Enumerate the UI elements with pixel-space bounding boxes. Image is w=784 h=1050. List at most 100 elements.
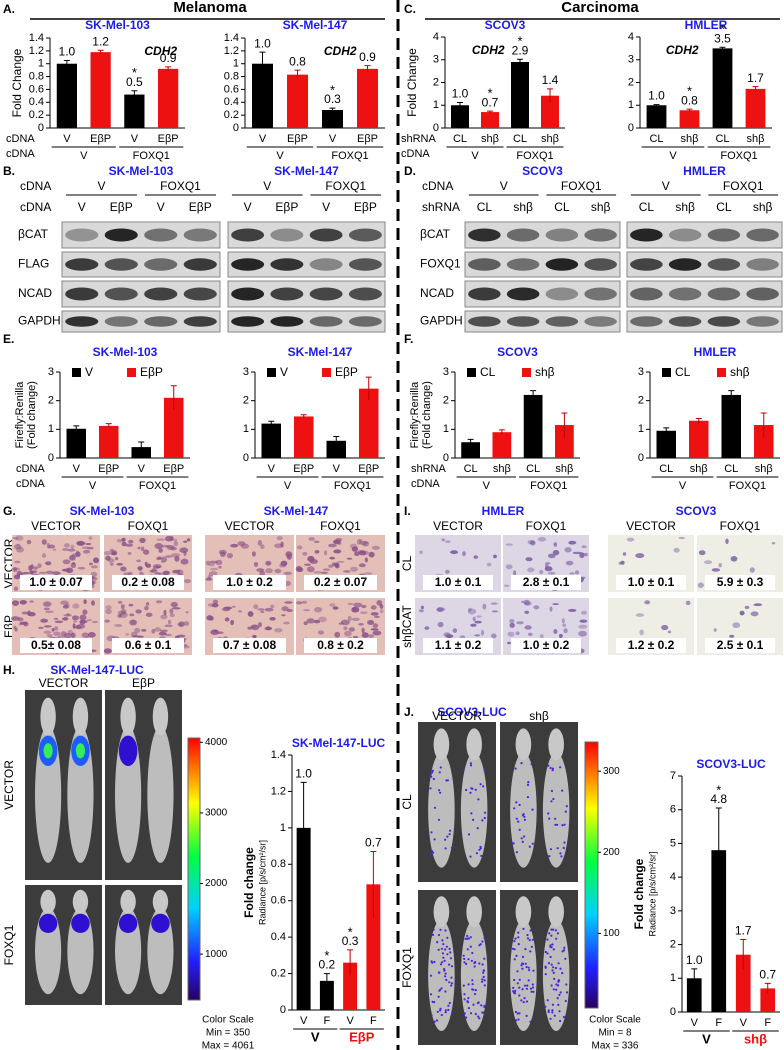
cell	[260, 610, 265, 614]
x-tick-label: CL	[464, 463, 478, 475]
value-label: 1.7	[735, 924, 752, 938]
value-label: 0.9	[359, 50, 376, 64]
column-label: VECTOR	[433, 519, 483, 533]
cell	[158, 631, 167, 636]
y-axis-label: Fold Change	[10, 48, 24, 117]
cell	[618, 561, 622, 565]
signal	[522, 927, 525, 931]
cell	[116, 563, 123, 566]
bar	[686, 978, 702, 1012]
mouse-head	[466, 728, 482, 761]
error-bar	[686, 108, 693, 112]
bar	[322, 110, 343, 128]
y-tick-label: 0.6	[271, 895, 286, 907]
y-tick-label: 0.4	[224, 96, 239, 108]
cell	[281, 614, 286, 617]
cell	[88, 536, 93, 540]
signal	[551, 1003, 555, 1006]
cell	[306, 566, 315, 573]
mouse-head	[466, 896, 482, 928]
y-tick-label: 0.8	[29, 70, 44, 82]
signal	[444, 975, 447, 978]
cell	[153, 572, 161, 575]
group-label: V	[263, 179, 271, 193]
cell	[238, 610, 243, 613]
signal	[465, 1016, 468, 1019]
cell	[336, 560, 345, 563]
cell	[76, 541, 86, 546]
signal	[522, 962, 525, 966]
cell	[704, 560, 713, 565]
group-label: V	[500, 179, 508, 193]
signal	[550, 800, 553, 803]
cell	[562, 623, 567, 628]
x-tick-label: F	[764, 1017, 771, 1029]
error-bar	[63, 60, 70, 67]
cell	[284, 601, 293, 604]
value-label: 1.4	[542, 73, 559, 87]
blot-band	[65, 258, 99, 271]
cell	[725, 538, 729, 545]
cell	[343, 570, 351, 573]
signal	[552, 966, 555, 969]
quant-box	[423, 638, 493, 653]
cell	[370, 612, 379, 616]
bar	[252, 63, 273, 128]
cell	[524, 625, 532, 630]
group-label: V	[669, 150, 677, 162]
cell	[43, 607, 50, 611]
column-label: VECTOR	[626, 519, 676, 533]
row-label: cDNA	[6, 148, 35, 160]
cell	[10, 616, 20, 621]
legend-label: CL	[480, 365, 496, 379]
x-tick-label: EβP	[357, 133, 378, 145]
cell	[286, 608, 293, 613]
signal	[469, 855, 472, 858]
cell	[376, 600, 383, 606]
cell	[91, 600, 95, 606]
bar	[461, 442, 480, 458]
quant-box	[213, 638, 286, 653]
signal	[472, 988, 475, 991]
value-label: 0.2	[319, 958, 336, 972]
row-label: cDNA	[20, 200, 51, 214]
cell	[361, 632, 369, 638]
chart-title: HMLER	[685, 18, 728, 32]
cell	[72, 603, 80, 609]
panel-title: SK-Mel-147	[264, 504, 329, 518]
cell	[247, 611, 254, 617]
cell	[144, 561, 148, 567]
signal	[515, 1019, 518, 1022]
cell	[476, 615, 482, 618]
signal	[561, 972, 564, 975]
legend-label: V	[85, 365, 93, 379]
y-tick-label: 0.6	[29, 83, 44, 95]
signal	[531, 842, 534, 845]
error-bar	[268, 420, 275, 426]
error-bar	[73, 425, 80, 432]
error-bar	[370, 851, 377, 918]
signal	[463, 1012, 466, 1015]
cell	[258, 622, 262, 628]
row-label: cDNA	[16, 463, 45, 475]
scale-text: Color Scale	[589, 1015, 641, 1026]
blot-band	[506, 316, 540, 327]
cell	[635, 613, 645, 617]
bar	[366, 884, 381, 1010]
signal	[559, 852, 562, 855]
cell	[358, 563, 366, 568]
blot-band	[65, 316, 99, 327]
cell	[222, 606, 231, 612]
blot-band	[584, 316, 617, 327]
legend-swatch	[72, 368, 81, 377]
blot-strip	[464, 310, 621, 333]
lane-label: EβP	[189, 200, 212, 214]
signal	[521, 840, 524, 844]
signal	[517, 943, 520, 946]
cell	[481, 629, 484, 636]
cell	[140, 546, 145, 552]
cell	[185, 611, 189, 614]
legend-label: CL	[675, 365, 691, 379]
cell	[490, 602, 498, 605]
